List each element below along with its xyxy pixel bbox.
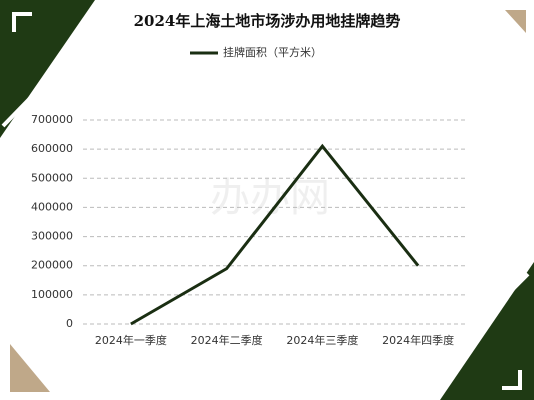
x-tick-label: 2024年一季度: [95, 333, 167, 347]
chart-title: 2024年上海土地市场涉办用地挂牌趋势: [134, 12, 401, 30]
data-line: [130, 143, 420, 326]
corner-bracket: [502, 370, 522, 390]
y-tick-label: 100000: [31, 288, 73, 301]
y-tick-label: 500000: [31, 171, 73, 184]
y-tick-label: 0: [66, 317, 73, 330]
x-tick-label: 2024年四季度: [382, 333, 454, 347]
legend-label: 挂牌面积（平方米）: [223, 45, 322, 59]
corner-decor: [10, 344, 50, 392]
y-tick-label: 700000: [31, 113, 73, 126]
y-tick-label: 200000: [31, 259, 73, 272]
corner-decor: [440, 262, 534, 400]
y-tick-label: 300000: [31, 230, 73, 243]
y-tick-label: 400000: [31, 200, 73, 213]
corner-stripe: [1, 86, 42, 128]
y-tick-label: 600000: [31, 142, 73, 155]
corner-bracket: [12, 12, 32, 32]
corner-decor: [505, 10, 526, 33]
x-tick-label: 2024年三季度: [286, 333, 358, 347]
x-tick-label: 2024年二季度: [191, 333, 263, 347]
corner-stripe: [488, 272, 530, 314]
